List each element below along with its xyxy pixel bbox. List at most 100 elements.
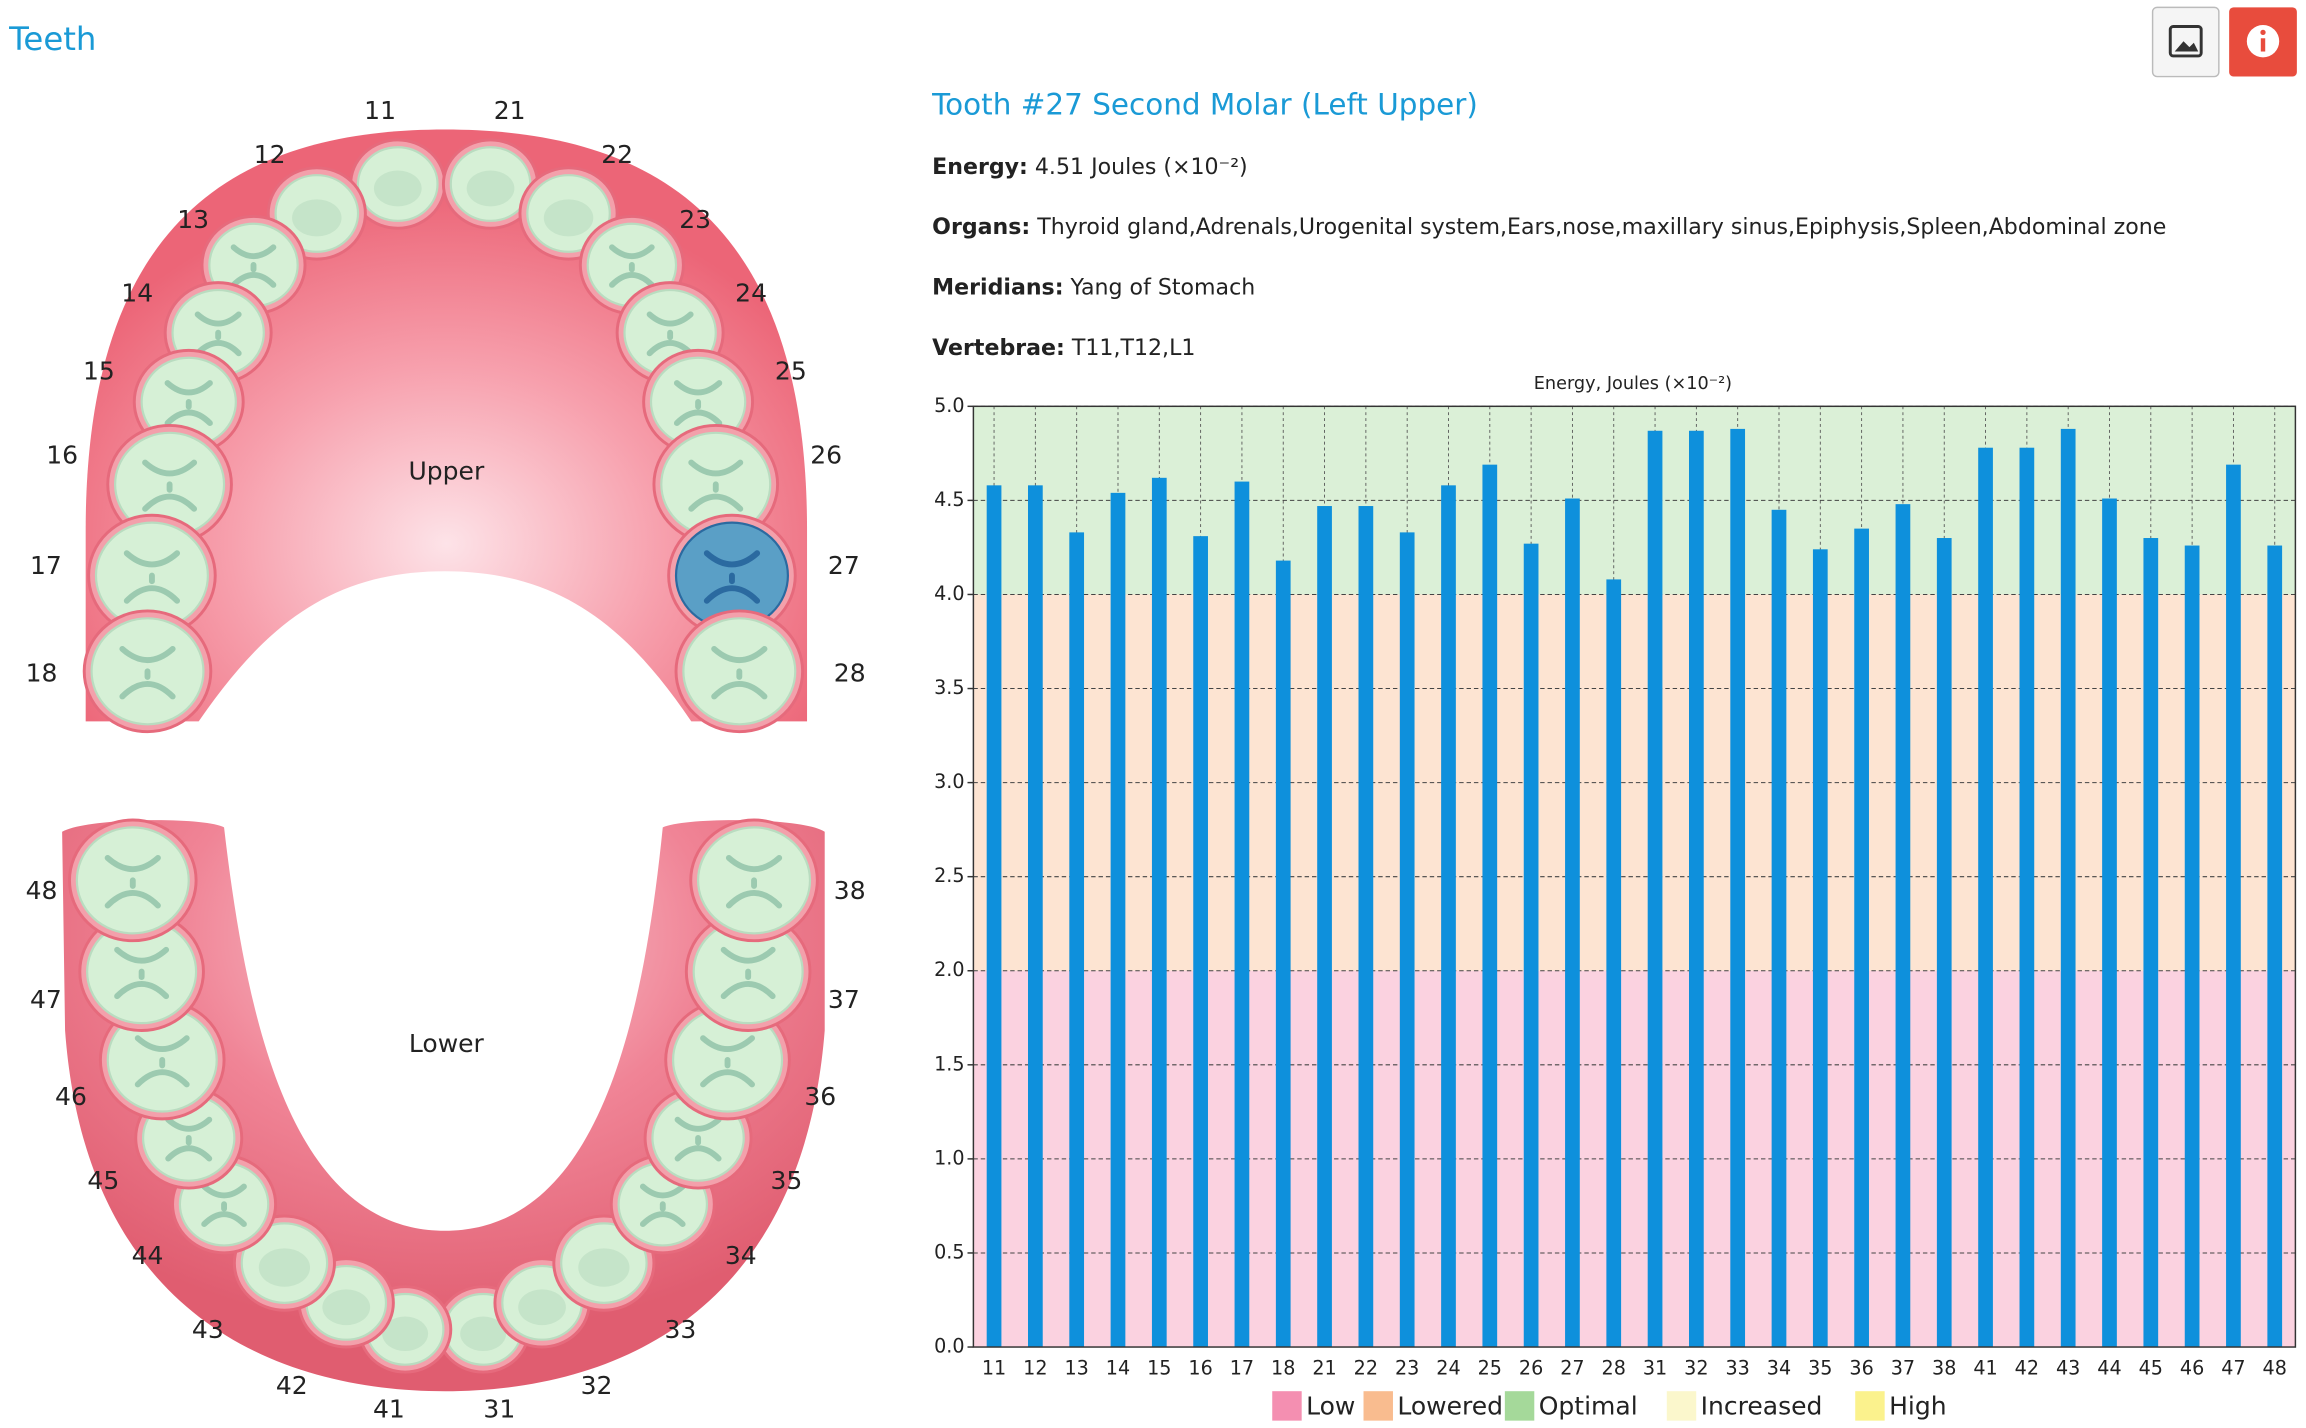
tooth-number: 35 xyxy=(771,1166,803,1195)
field-label: Energy: xyxy=(932,155,1028,180)
y-tick-label: 4.5 xyxy=(934,488,964,511)
tooth-number: 38 xyxy=(834,876,866,905)
bar xyxy=(1978,447,1993,1348)
legend-label: Lowered xyxy=(1397,1391,1503,1420)
legend-swatch xyxy=(1363,1391,1393,1421)
energy-row: Energy: 4.51 Joules (×10⁻²) xyxy=(932,155,1247,180)
bar xyxy=(1151,477,1167,1348)
tooth-groove xyxy=(674,1116,722,1162)
tooth-title: Tooth #27 Second Molar (Left Upper) xyxy=(931,87,1478,121)
legend-swatch xyxy=(1504,1391,1535,1421)
y-tick-label: 2.5 xyxy=(934,864,964,887)
bar xyxy=(1606,579,1622,1348)
legend-label: High xyxy=(1889,1391,1946,1420)
x-tick-label: 46 xyxy=(2180,1357,2204,1380)
upper-label: Upper xyxy=(408,457,484,486)
tooth-number: 34 xyxy=(725,1241,757,1270)
y-tick-label: 3.5 xyxy=(934,676,964,699)
tooth-groove xyxy=(134,1035,190,1088)
y-tick-label: 0.0 xyxy=(934,1335,964,1358)
tooth-number: 37 xyxy=(828,985,860,1014)
bar xyxy=(1399,532,1415,1348)
y-tick-label: 4.0 xyxy=(934,582,964,605)
x-tick-label: 25 xyxy=(1478,1357,1502,1380)
tooth-number: 24 xyxy=(735,278,767,307)
tooth-number: 48 xyxy=(26,876,58,905)
x-tick-label: 41 xyxy=(1973,1357,1997,1380)
y-tick-label: 2.0 xyxy=(934,958,964,981)
image-button[interactable] xyxy=(2151,6,2220,78)
tooth-groove xyxy=(142,459,198,512)
bar xyxy=(1854,528,1869,1348)
tooth-groove xyxy=(123,550,181,604)
x-tick-label: 12 xyxy=(1023,1357,1047,1380)
tooth-shade xyxy=(322,1289,371,1326)
info-button[interactable] xyxy=(2229,7,2297,77)
bar xyxy=(2267,545,2283,1348)
x-tick-label: 15 xyxy=(1147,1357,1171,1380)
field-unit: Joules (×10⁻²) xyxy=(1089,155,1248,180)
tooth-groove xyxy=(639,1183,686,1228)
x-tick-label: 35 xyxy=(1808,1357,1832,1380)
bar xyxy=(1771,509,1787,1348)
field-value: 4.51 xyxy=(1035,155,1084,180)
bar xyxy=(1069,532,1085,1348)
tooth-groove xyxy=(119,645,176,700)
field-value: Thyroid gland,Adrenals,Urogenital system… xyxy=(1036,215,2166,240)
tooth-number: 12 xyxy=(254,140,286,169)
bar xyxy=(2102,498,2117,1348)
x-tick-label: 16 xyxy=(1188,1357,1212,1380)
bar xyxy=(2226,464,2241,1348)
tooth-groove xyxy=(711,645,768,700)
lower-label: Lower xyxy=(409,1029,485,1058)
y-tick-label: 1.5 xyxy=(934,1052,964,1075)
x-tick-label: 42 xyxy=(2015,1357,2039,1380)
legend-label: Low xyxy=(1306,1391,1355,1420)
tooth-groove xyxy=(165,1116,213,1162)
tooth-groove xyxy=(700,1035,756,1088)
y-tick-label: 1.0 xyxy=(934,1146,964,1169)
bar xyxy=(1358,506,1374,1348)
bar xyxy=(1441,485,1456,1348)
bar xyxy=(986,485,1002,1348)
tooth-number: 26 xyxy=(810,440,842,469)
bar xyxy=(1565,498,1580,1348)
bar xyxy=(1812,549,1828,1348)
y-tick-label: 0.5 xyxy=(934,1240,964,1263)
x-tick-label: 37 xyxy=(1891,1357,1915,1380)
tooth-number: 32 xyxy=(581,1371,613,1400)
bar xyxy=(1482,464,1498,1348)
tooth-number: 31 xyxy=(483,1394,515,1423)
tooth-number: 21 xyxy=(494,96,526,125)
tooth-number: 36 xyxy=(804,1082,836,1111)
tooth-shade xyxy=(373,170,422,207)
tooth-number: 15 xyxy=(83,356,115,385)
x-tick-label: 27 xyxy=(1560,1357,1584,1380)
legend-swatch xyxy=(1666,1391,1697,1421)
tooth-groove xyxy=(673,380,723,427)
x-tick-label: 45 xyxy=(2139,1357,2163,1380)
y-tick-label: 5.0 xyxy=(934,394,964,417)
x-tick-label: 22 xyxy=(1354,1357,1378,1380)
x-tick-label: 17 xyxy=(1230,1357,1254,1380)
tooth-groove xyxy=(164,380,213,427)
tooth-number: 46 xyxy=(55,1082,87,1111)
legend-label: Increased xyxy=(1701,1391,1823,1420)
tooth-number: 18 xyxy=(26,658,58,687)
x-tick-label: 33 xyxy=(1726,1357,1750,1380)
x-tick-label: 48 xyxy=(2263,1357,2287,1380)
organs-row: Organs: Thyroid gland,Adrenals,Urogenita… xyxy=(932,215,2166,240)
legend-label: Optimal xyxy=(1539,1391,1638,1420)
tooth-shade xyxy=(466,170,515,207)
chart-title: Energy, Joules (×10⁻²) xyxy=(1534,374,1732,394)
tooth-number: 43 xyxy=(192,1315,224,1344)
bar xyxy=(1193,536,1208,1348)
page-title: Teeth xyxy=(8,20,96,58)
tooth-number: 11 xyxy=(364,96,396,125)
chart: 0.0 0.5 1.0 1.5 2.0 2.5 3.0 3.5 4.0 4.5 5.0 11 12 13 1… xyxy=(934,394,2297,1421)
bar xyxy=(1730,428,1746,1348)
tooth-number: 16 xyxy=(46,440,78,469)
tooth-groove xyxy=(725,855,783,909)
tooth-shade xyxy=(460,1316,507,1352)
